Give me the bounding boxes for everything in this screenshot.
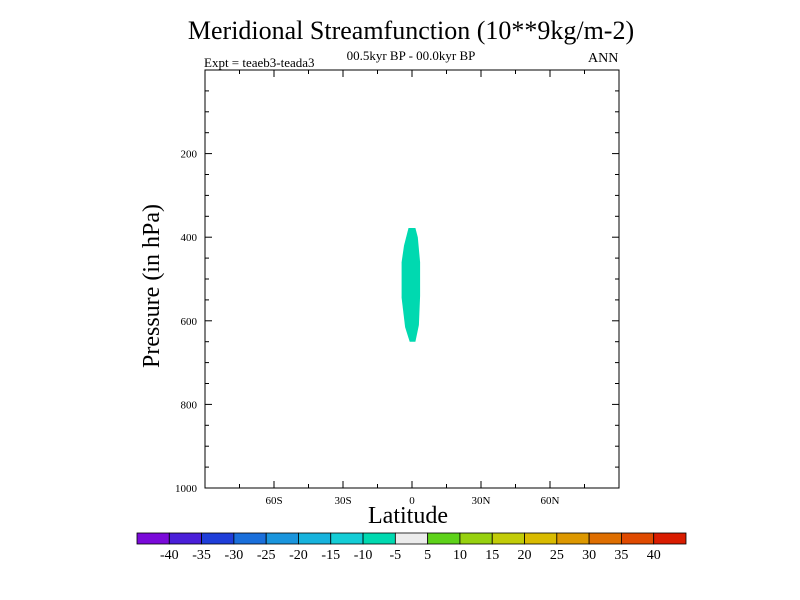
season-label: ANN — [588, 51, 619, 66]
colorbar-swatch — [427, 532, 461, 545]
colorbar-label: 25 — [550, 548, 564, 563]
contour-fill-0 — [401, 228, 421, 342]
colorbar-swatch — [556, 532, 590, 545]
x-tick-label: 60S — [265, 495, 282, 507]
colorbar-swatch — [233, 532, 267, 545]
colorbar-label: 30 — [582, 548, 596, 563]
x-tick-label: 0 — [409, 495, 415, 507]
y-tick-label: 800 — [181, 399, 198, 411]
colorbar-label: 40 — [647, 548, 661, 563]
chart-title: Meridional Streamfunction (10**9kg/m-2) — [187, 16, 635, 45]
y-tick-label: 1000 — [175, 483, 198, 495]
colorbar-swatch — [524, 532, 558, 545]
y-tick-label: 600 — [181, 316, 198, 328]
x-tick-label: 30S — [334, 495, 351, 507]
colorbar-swatch — [621, 532, 655, 545]
x-tick-label: 60N — [541, 495, 560, 507]
colorbar-label: -10 — [354, 548, 373, 563]
colorbar-label: -5 — [390, 548, 402, 563]
colorbar-label: -15 — [321, 548, 340, 563]
colorbar-swatch — [298, 532, 332, 545]
x-axis-label: Latitude — [368, 503, 448, 529]
colorbar-label: 5 — [424, 548, 431, 563]
x-tick-label: 30N — [472, 495, 491, 507]
colorbar-label: 10 — [453, 548, 467, 563]
colorbar-swatch — [136, 532, 170, 545]
colorbar-label: 20 — [518, 548, 532, 563]
colorbar-swatch — [491, 532, 525, 545]
y-tick-label: 200 — [181, 149, 198, 161]
colorbar-swatch — [394, 532, 429, 545]
colorbar-swatch — [330, 532, 364, 545]
colorbar-swatch — [265, 532, 299, 545]
colorbar-label: -35 — [192, 548, 211, 563]
colorbar-label: -40 — [160, 548, 179, 563]
axis-ticks — [205, 70, 619, 489]
chart-subtitle: 00.5kyr BP - 00.0kyr BP — [346, 48, 476, 63]
colorbar: -40 -35 -30 -25 -20 -15 -10 -5 5 10 15 20 25 30 35 40 — [136, 532, 687, 563]
colorbar-swatch — [201, 532, 235, 545]
colorbar-swatch — [588, 532, 622, 545]
colorbar-label: 35 — [614, 548, 628, 563]
colorbar-swatch — [168, 532, 202, 545]
tick-labels: 200 400 600 800 1000 60S 30S 0 30N 60N — [175, 149, 560, 507]
y-tick-label: 400 — [181, 232, 198, 244]
colorbar-label: -30 — [225, 548, 244, 563]
colorbar-swatch — [653, 532, 687, 545]
colorbar-label: -25 — [257, 548, 276, 563]
colorbar-label: -20 — [289, 548, 308, 563]
colorbar-swatch — [459, 532, 493, 545]
filled-contours — [401, 228, 421, 342]
colorbar-label: 15 — [485, 548, 499, 563]
colorbar-swatch — [362, 532, 396, 545]
experiment-label: Expt = teaeb3-teada3 — [204, 55, 315, 70]
